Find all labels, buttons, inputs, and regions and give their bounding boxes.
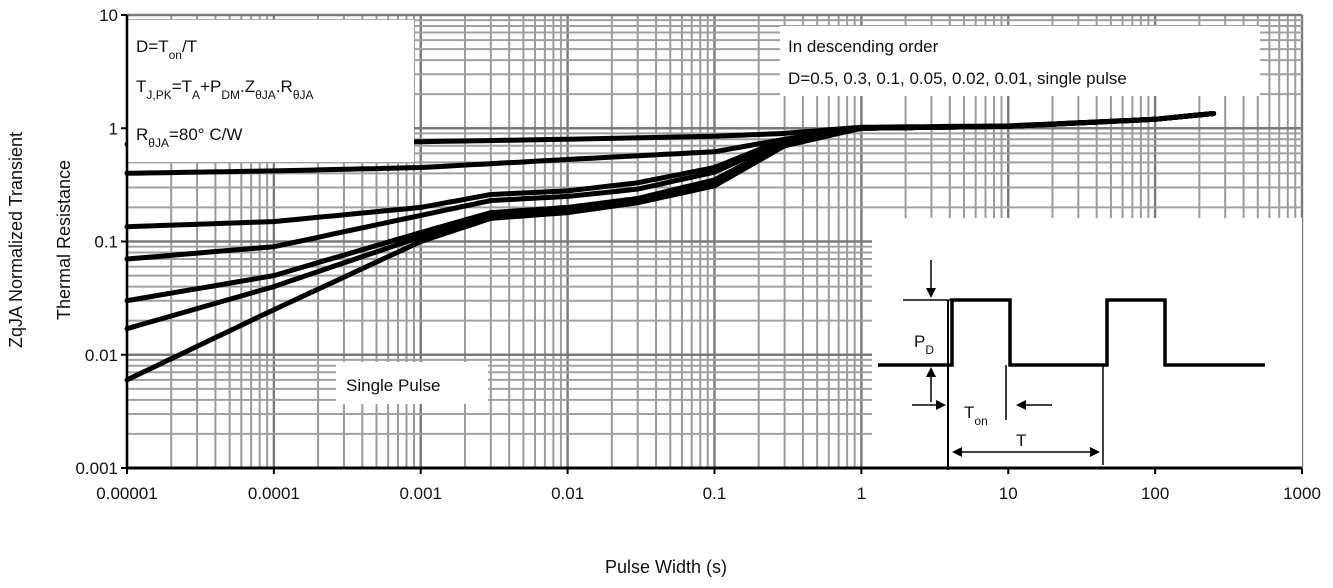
duty-formula: D=Ton/T (136, 37, 197, 62)
pd-label: PD (914, 332, 934, 357)
ton-arrowhead-right (1016, 400, 1026, 410)
r-theta-ja-value: RθJA=80° C/W (136, 125, 242, 150)
x-tick-label: 0.0001 (248, 484, 300, 503)
curve-layer (124, 111, 1217, 383)
pulse-waveform (878, 298, 1265, 367)
single-pulse-label: Single Pulse (346, 376, 441, 395)
ton-label: Ton (964, 403, 988, 428)
y-tick-label: 0.001 (75, 459, 118, 478)
x-tick-label: 0.1 (703, 484, 727, 503)
tj-formula: TJ,PK=TA+PDM.ZθJA.RθJA (136, 77, 314, 102)
pulse-inset: PD Ton T (872, 218, 1302, 470)
x-tick-label: 1000 (1283, 484, 1321, 503)
order-note-line2: D=0.5, 0.3, 0.1, 0.05, 0.02, 0.01, singl… (788, 69, 1127, 88)
y-tick-label: 1 (109, 119, 118, 138)
single-pulse-note: Single Pulse (336, 362, 488, 404)
x-tick-label: 0.00001 (96, 484, 157, 503)
series-curve (124, 111, 1217, 383)
pd-arrowhead-down (926, 288, 936, 298)
x-axis-label: Pulse Width (s) (605, 557, 727, 577)
formula-box: D=Ton/T TJ,PK=TA+PDM.ZθJA.RθJA RθJA=80° … (128, 20, 414, 162)
y-axis-label-line2: Thermal Resistance (54, 160, 74, 320)
x-tick-label: 10 (999, 484, 1018, 503)
order-note-line1: In descending order (788, 37, 939, 56)
y-tick-label: 0.01 (85, 346, 118, 365)
y-tick-label: 10 (99, 6, 118, 25)
period-arrowhead-left (952, 447, 962, 457)
x-tick-label: 0.001 (399, 484, 442, 503)
y-axis-label-line1: ZqJA Normalized Transient (6, 132, 26, 348)
y-tick-label: 0.1 (94, 233, 118, 252)
y-tick-labels: 0.001 0.01 0.1 1 10 (75, 6, 127, 478)
x-tick-label: 0.01 (551, 484, 584, 503)
ton-arrowhead-left (936, 400, 946, 410)
period-arrowhead-right (1090, 447, 1100, 457)
period-label: T (1016, 431, 1026, 450)
x-tick-label: 1 (857, 484, 866, 503)
x-tick-labels: 0.00001 0.0001 0.001 0.01 0.1 1 10 100 1000 (96, 468, 1321, 503)
pd-arrowhead-up (926, 367, 936, 377)
x-tick-label: 100 (1141, 484, 1169, 503)
order-note: In descending order D=0.5, 0.3, 0.1, 0.0… (780, 26, 1260, 96)
